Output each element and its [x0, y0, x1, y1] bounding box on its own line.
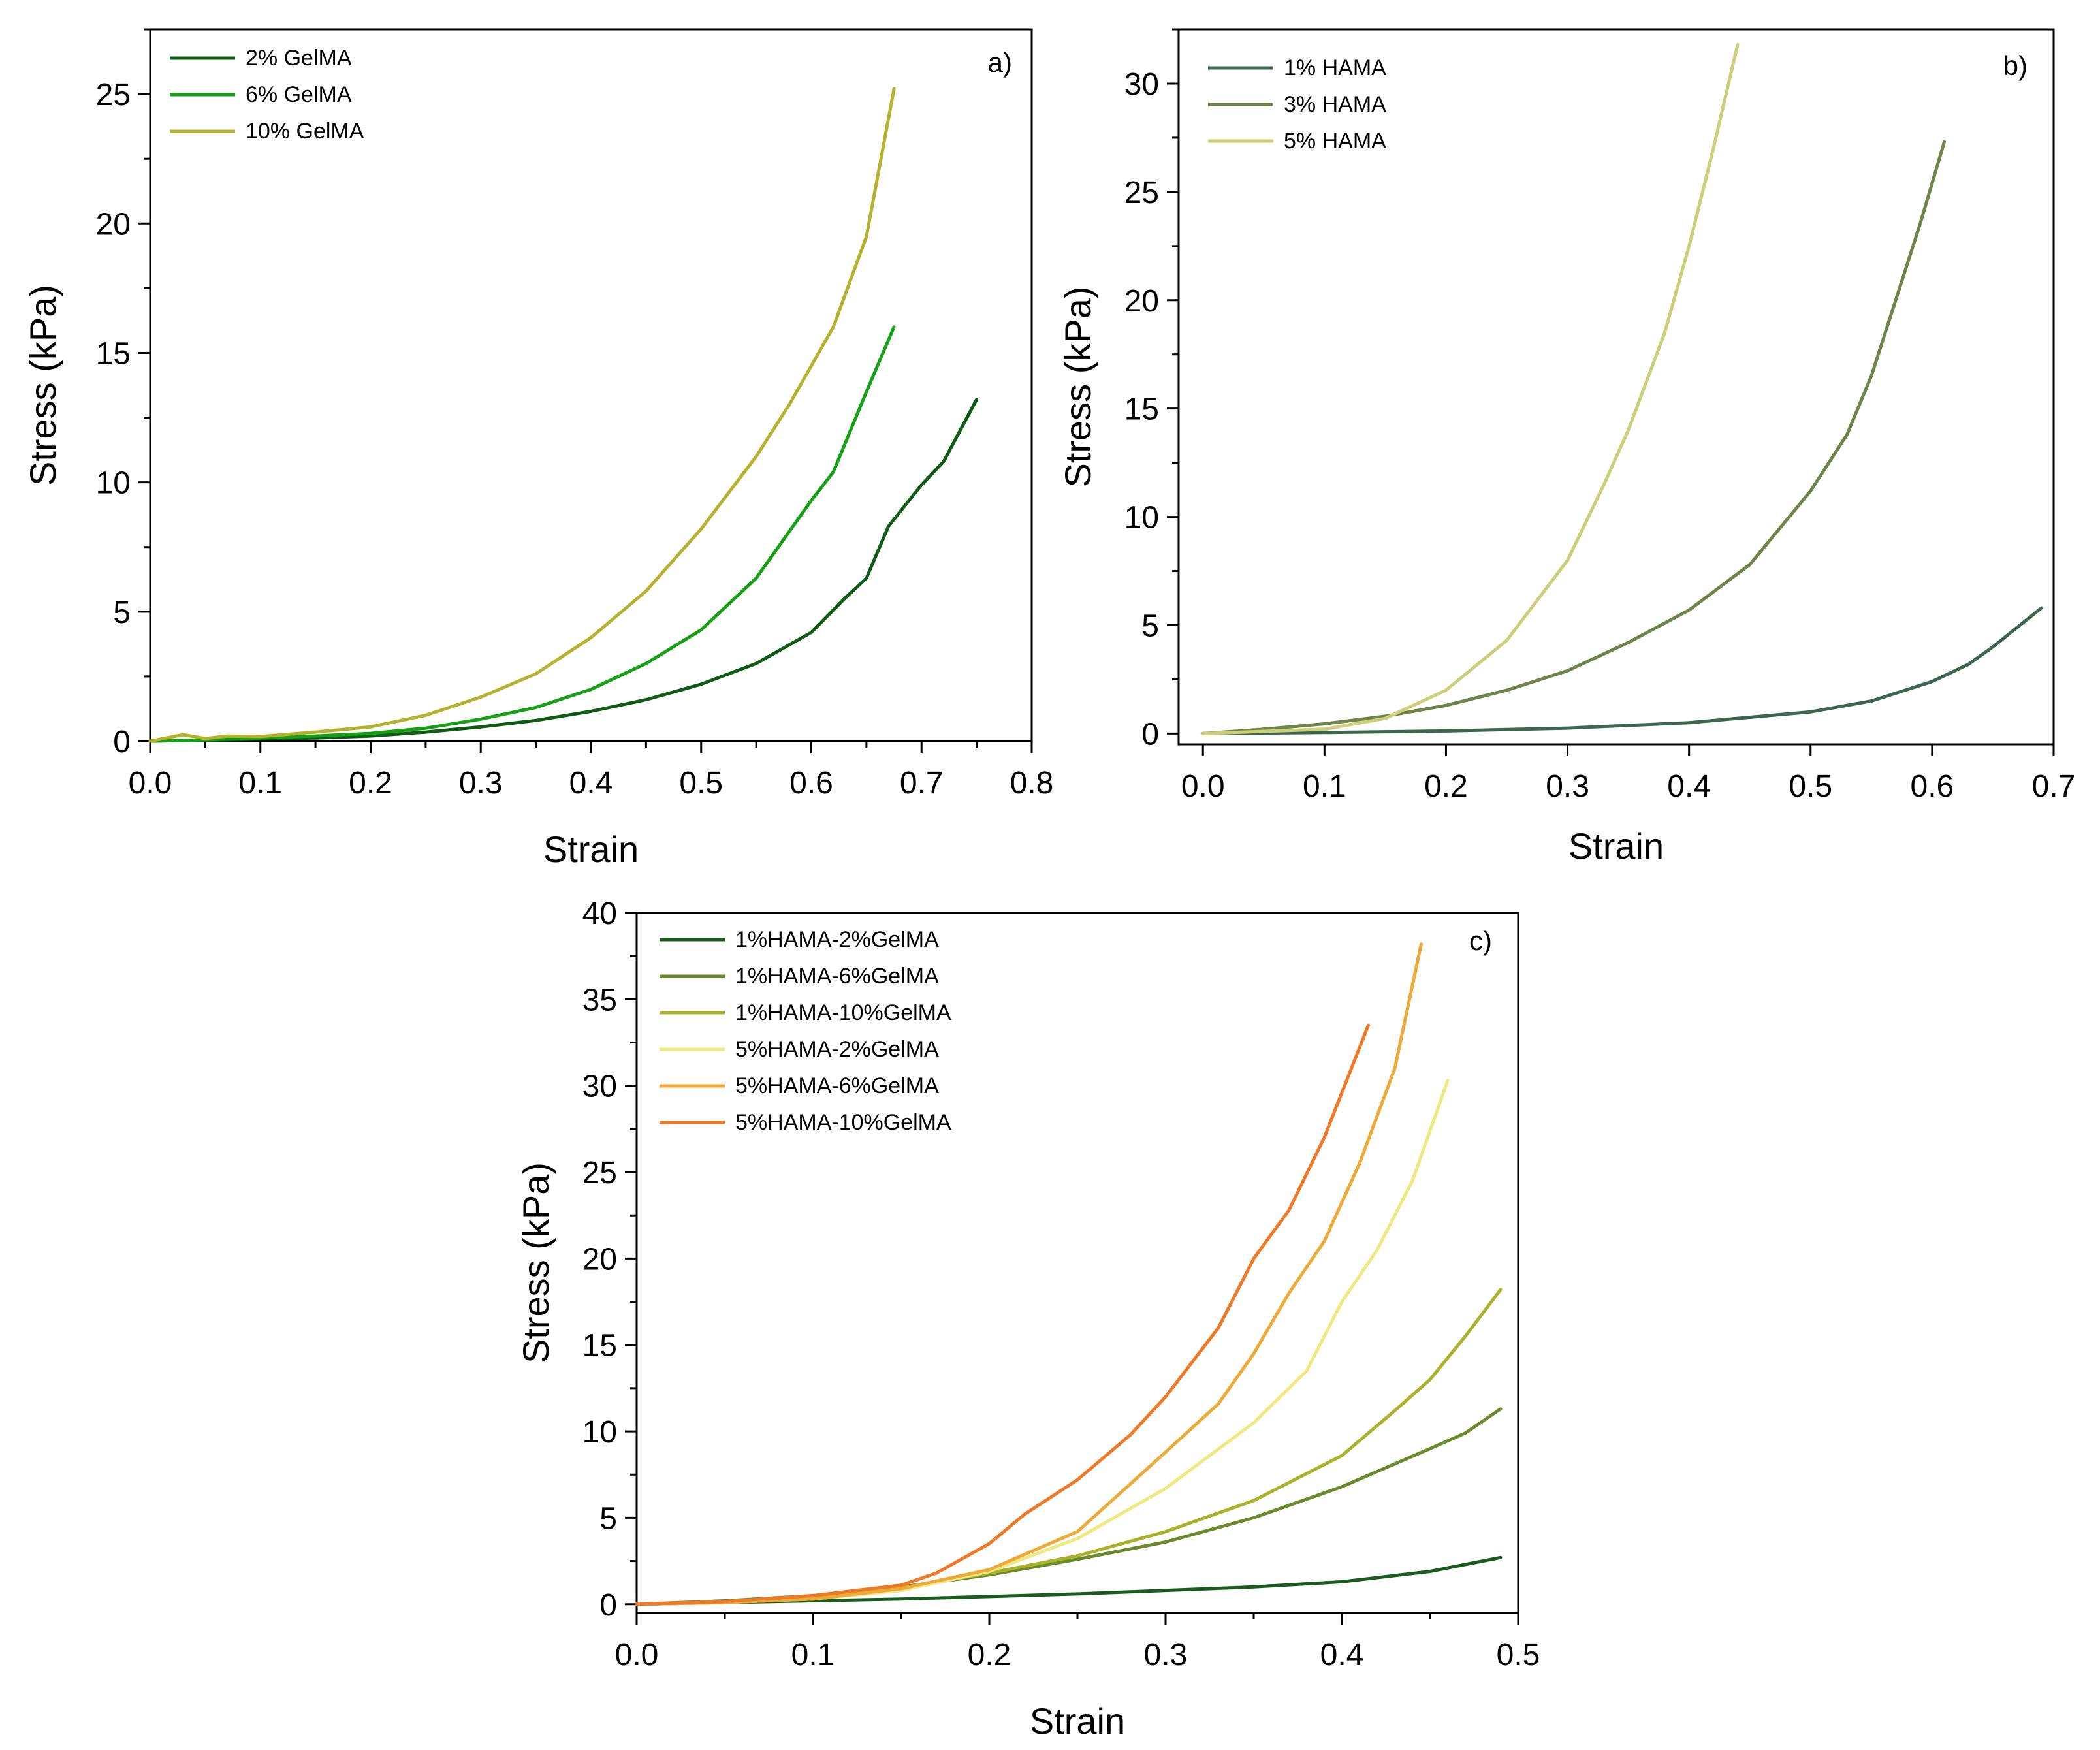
series-line-1-hama-6-gelma	[635, 1407, 1503, 1606]
y-tick-label: 0	[113, 725, 131, 759]
legend-label: 3% HAMA	[1284, 92, 1386, 117]
legend-label: 10% GelMA	[246, 119, 364, 144]
x-tick-label: 0.6	[789, 766, 833, 801]
series-line-5-hama-10-gelma	[635, 1023, 1370, 1606]
y-tick-label: 15	[96, 336, 131, 371]
series-line-5-hama-2-gelma	[635, 1079, 1450, 1606]
x-tick-label: 0.3	[459, 766, 503, 801]
x-tick-label: 0.5	[1789, 769, 1832, 804]
x-tick-label: 0.7	[2032, 769, 2076, 804]
y-tick-label: 5	[113, 596, 131, 630]
legend-label: 1%HAMA-10%GelMA	[735, 1000, 951, 1025]
legend-label: 1%HAMA-2%GelMA	[735, 927, 939, 952]
x-axis-title: Strain	[543, 829, 639, 870]
legend-label: 2% GelMA	[246, 46, 352, 71]
series-line-5-hama-6-gelma	[635, 942, 1423, 1606]
x-tick-label: 0.8	[1010, 766, 1054, 801]
x-tick-label: 0.5	[1497, 1638, 1540, 1672]
x-tick-label: 0.2	[968, 1638, 1011, 1672]
x-tick-label: 0.4	[1320, 1638, 1364, 1672]
x-tick-label: 0.4	[569, 766, 613, 801]
y-tick-label: 20	[1124, 284, 1159, 319]
panel-label: a)	[988, 47, 1012, 78]
y-tick-label: 10	[582, 1415, 617, 1450]
series-line-1-hama-10-gelma	[635, 1288, 1503, 1606]
legend-label: 1% HAMA	[1284, 56, 1386, 80]
x-tick-label: 0.4	[1667, 769, 1711, 804]
x-tick-label: 0.2	[1424, 769, 1468, 804]
x-tick-label: 0.6	[1911, 769, 1954, 804]
series-line-6-gelma	[148, 325, 896, 743]
series-line-1-hama	[1201, 606, 2043, 735]
y-tick-label: 25	[582, 1156, 617, 1190]
y-tick-label: 25	[96, 78, 131, 112]
y-tick-label: 30	[1124, 67, 1159, 102]
series-line-10-gelma	[148, 87, 896, 743]
x-tick-label: 0.0	[1181, 769, 1225, 804]
series-line-2-gelma	[148, 398, 979, 743]
y-tick-label: 20	[582, 1242, 617, 1277]
y-tick-label: 15	[1124, 392, 1159, 427]
y-axis-title: Stress (kPa)	[1057, 286, 1098, 487]
y-axis-title: Stress (kPa)	[515, 1162, 556, 1363]
x-tick-label: 0.2	[349, 766, 392, 801]
x-axis-title: Strain	[1568, 825, 1664, 867]
x-tick-label: 0.5	[679, 766, 723, 801]
panel-label: c)	[1469, 925, 1492, 956]
y-tick-label: 30	[582, 1070, 617, 1104]
x-tick-label: 0.1	[791, 1638, 835, 1672]
x-tick-label: 0.3	[1546, 769, 1589, 804]
y-tick-label: 35	[582, 983, 617, 1017]
y-tick-label: 5	[1141, 609, 1159, 644]
y-tick-label: 0	[1141, 717, 1159, 752]
y-tick-label: 0	[599, 1588, 617, 1623]
x-tick-label: 0.1	[1303, 769, 1346, 804]
chart-panel-b: 0.0 0.1 0.2 0.3 0.4 0.5 0.6 0.7 0 5 10 15 20 25 30 Stra…	[1057, 28, 2076, 867]
y-tick-label: 15	[582, 1329, 617, 1363]
y-tick-label: 25	[1124, 176, 1159, 210]
legend-label: 6% GelMA	[246, 82, 352, 107]
y-tick-label: 5	[599, 1501, 617, 1536]
x-axis-title: Strain	[1030, 1700, 1125, 1742]
y-axis-title: Stress (kPa)	[22, 285, 63, 486]
legend-label: 5%HAMA-10%GelMA	[735, 1110, 951, 1135]
legend-label: 5% HAMA	[1284, 129, 1386, 153]
series-line-3-hama	[1201, 140, 1946, 735]
legend-label: 1%HAMA-6%GelMA	[735, 964, 939, 989]
y-tick-label: 10	[96, 466, 131, 501]
x-tick-label: 0.0	[615, 1638, 659, 1672]
y-tick-label: 10	[1124, 501, 1159, 535]
plot-frame	[1177, 28, 2055, 746]
chart-panel-a: 0.0 0.1 0.2 0.3 0.4 0.5 0.6 0.7 0.8 0 5 10 15 20 25 Str…	[22, 28, 1054, 870]
legend-label: 5%HAMA-2%GelMA	[735, 1037, 939, 1062]
x-tick-label: 0.0	[129, 766, 172, 801]
series-line-5-hama	[1201, 42, 1740, 735]
x-tick-label: 0.3	[1144, 1638, 1188, 1672]
x-tick-label: 0.7	[900, 766, 944, 801]
y-tick-label: 40	[582, 897, 617, 931]
panel-label: b)	[2003, 50, 2028, 81]
chart-panel-c: 0.0 0.1 0.2 0.3 0.4 0.5 0 5 10 15 20 25 30 35 40 Strain…	[515, 897, 1540, 1742]
y-tick-label: 20	[96, 207, 131, 242]
x-tick-label: 0.1	[238, 766, 282, 801]
legend-label: 5%HAMA-6%GelMA	[735, 1074, 939, 1098]
